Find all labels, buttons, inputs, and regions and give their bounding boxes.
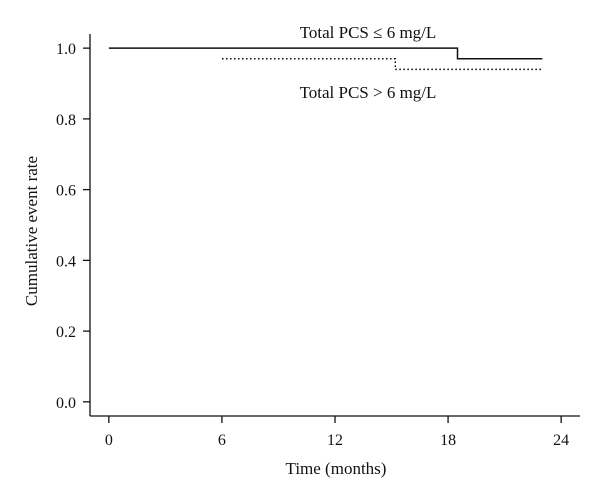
y-axis-title: Cumulative event rate	[22, 156, 41, 306]
x-tick-label: 24	[553, 432, 569, 449]
y-tick-label: 0.0	[56, 395, 76, 412]
axes: 0 6 12 18 24 0.0 0.2 0.4 0.6 0.8 1.0	[56, 34, 580, 449]
y-tick-label: 0.4	[56, 253, 76, 270]
x-tick-label: 0	[105, 432, 113, 449]
x-tick-label: 18	[440, 432, 456, 449]
y-tick-label: 0.6	[56, 183, 76, 200]
series-line-high	[221, 58, 543, 71]
series-line-low	[108, 47, 543, 60]
y-tick-label: 0.8	[56, 112, 76, 129]
series-lines	[108, 47, 543, 71]
x-tick-label: 12	[327, 432, 343, 449]
series-label-low: Total PCS ≤ 6 mg/L	[300, 23, 437, 42]
y-tick-label: 0.2	[56, 324, 76, 341]
x-tick-label: 6	[218, 432, 226, 449]
x-axis-title: Time (months)	[286, 459, 387, 478]
labels: Total PCS ≤ 6 mg/L Total PCS > 6 mg/L Ti…	[22, 23, 436, 478]
y-tick-label: 1.0	[56, 41, 76, 58]
series-label-high: Total PCS > 6 mg/L	[300, 83, 437, 102]
